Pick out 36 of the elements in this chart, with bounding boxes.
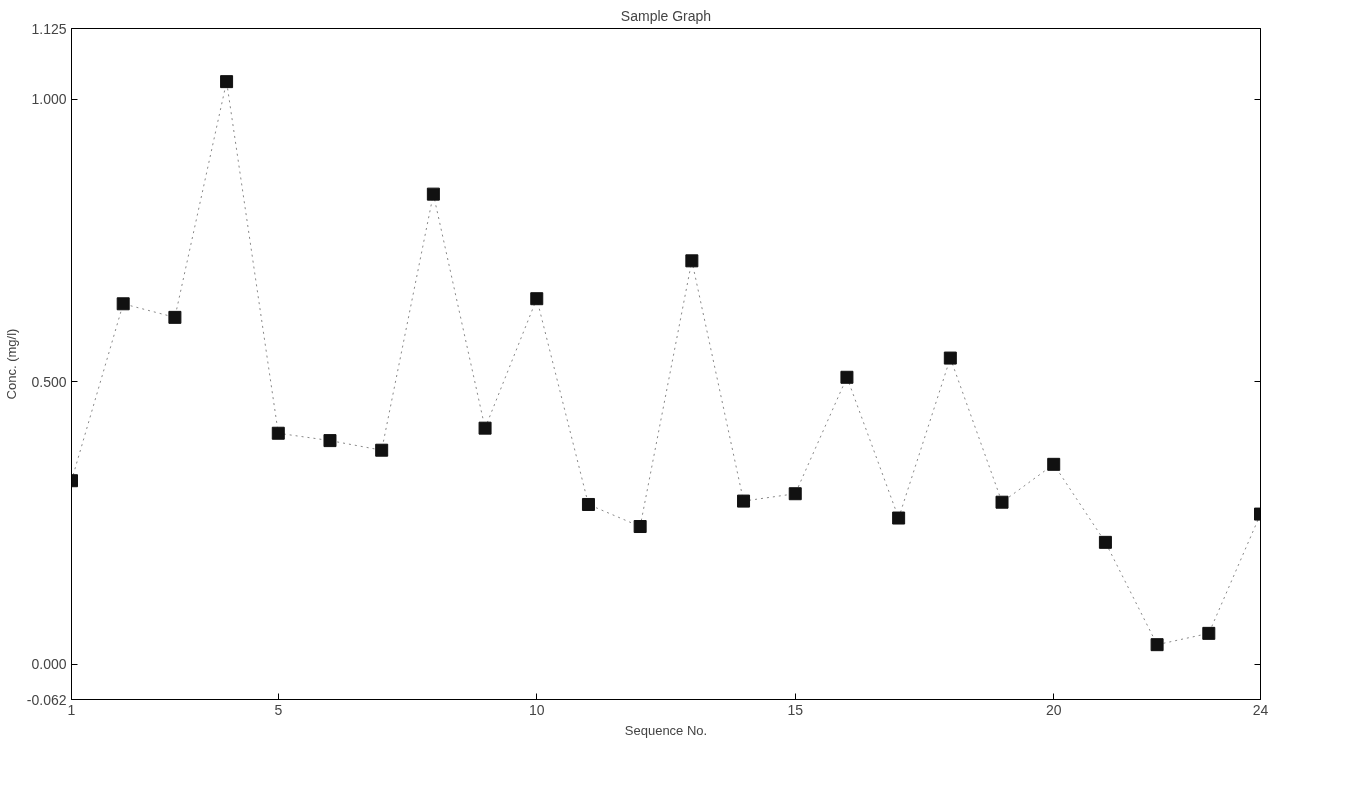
chart-title: Sample Graph [620,7,712,24]
point [581,497,595,511]
point [685,254,699,268]
point [995,495,1009,509]
y-tick-label: 0.000 [31,656,67,673]
point [1202,626,1216,640]
y-tick-label: 0.500 [31,373,67,390]
point [168,310,182,324]
point [478,421,492,435]
point [943,351,957,365]
point [426,187,440,201]
point [1047,457,1061,471]
x-tick-label: 24 [1252,701,1269,718]
y-axis-title: Conc. (mg/l) [3,328,19,400]
y-tick-label: 1.125 [31,20,67,37]
point [1150,638,1164,652]
point [220,75,234,89]
point [271,426,285,440]
point [840,370,854,384]
point [116,297,130,311]
point [323,434,337,448]
point [737,494,751,508]
x-tick-label: 20 [1045,701,1062,718]
x-tick-label: 15 [787,701,804,718]
x-tick-label: 10 [528,701,545,718]
point [633,520,647,534]
x-tick-label: 5 [274,701,283,718]
x-tick-label: 1 [67,701,76,718]
point [530,292,544,306]
y-tick-label: -0.062 [26,691,67,708]
x-axis-title: Sequence No. [624,722,708,738]
point [788,487,802,501]
point [375,443,389,457]
point [892,511,906,525]
y-tick-label: 1.000 [31,91,67,108]
point [1098,535,1112,549]
